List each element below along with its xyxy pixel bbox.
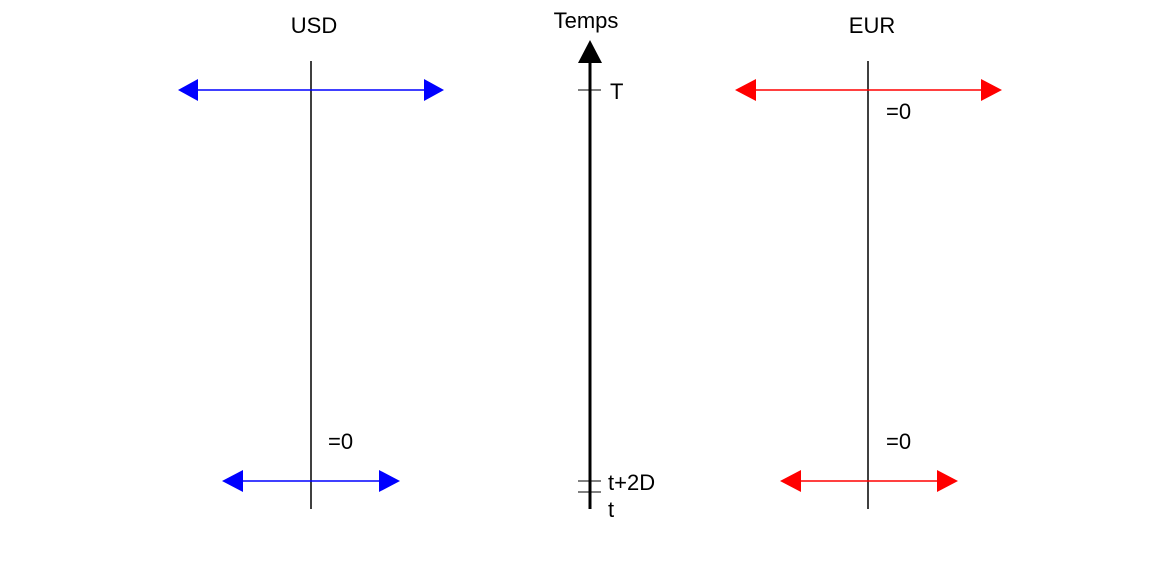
time-axis-title: Temps (554, 8, 619, 33)
time-axis-arrowhead (578, 40, 602, 63)
tick-label-maturity: T (610, 79, 623, 104)
usd-bottom-double-arrow (222, 470, 400, 492)
eur-column: EUR =0 =0 (735, 13, 1002, 509)
usd-top-double-arrow (178, 79, 444, 101)
eur-title: EUR (849, 13, 895, 38)
eur-top-double-arrow (735, 79, 1002, 101)
usd-column: USD =0 (178, 13, 444, 509)
usd-bottom-zero-label: =0 (328, 429, 353, 454)
time-axis: Temps T t+2D t (554, 8, 655, 522)
usd-title: USD (291, 13, 337, 38)
tick-label-trade: t (608, 497, 614, 522)
eur-bottom-zero-label: =0 (886, 429, 911, 454)
eur-top-zero-label: =0 (886, 99, 911, 124)
eur-bottom-double-arrow (780, 470, 958, 492)
tick-label-settlement: t+2D (608, 470, 655, 495)
